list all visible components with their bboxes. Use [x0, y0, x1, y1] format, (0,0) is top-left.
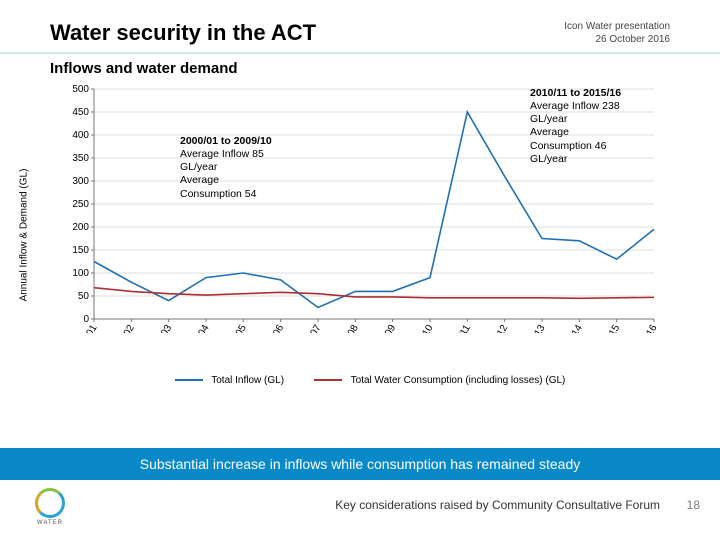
logo-text: WATER	[28, 520, 72, 526]
svg-text:2004/05: 2004/05	[221, 323, 249, 333]
annotation-line: GL/year	[180, 161, 310, 174]
svg-text:2007/08: 2007/08	[333, 323, 361, 333]
icon-water-logo: WATER	[28, 488, 72, 526]
annotation-line: GL/year	[530, 153, 670, 166]
svg-text:300: 300	[72, 176, 89, 187]
page-number: 18	[687, 498, 700, 512]
svg-text:2013/14: 2013/14	[557, 323, 585, 333]
legend-swatch-inflow	[175, 379, 203, 381]
annotation-line: Average	[180, 174, 310, 187]
svg-text:100: 100	[72, 268, 89, 279]
header: Water security in the ACT Icon Water pre…	[0, 0, 720, 54]
footer: Substantial increase in inflows while co…	[0, 448, 720, 480]
annotation-right: 2010/11 to 2015/16 Average Inflow 238 GL…	[530, 87, 670, 166]
svg-text:2006/07: 2006/07	[296, 323, 324, 333]
svg-text:2001/02: 2001/02	[109, 323, 137, 333]
annotation-line: Average Inflow 85	[180, 148, 310, 161]
presentation-meta: Icon Water presentation 26 October 2016	[564, 21, 670, 46]
svg-text:2005/06: 2005/06	[259, 323, 287, 333]
annotation-line: Consumption 46	[530, 140, 670, 153]
presenter: Icon Water presentation	[564, 21, 670, 34]
legend-label-consumption: Total Water Consumption (including losse…	[351, 375, 566, 386]
annotation-left-header: 2000/01 to 2009/10	[180, 135, 310, 148]
annotation-line: Average Inflow 238	[530, 100, 670, 113]
slide-root: Water security in the ACT Icon Water pre…	[0, 0, 720, 540]
svg-text:2008/09: 2008/09	[371, 323, 399, 333]
svg-text:50: 50	[78, 291, 90, 302]
svg-text:350: 350	[72, 153, 89, 164]
svg-text:2015/16: 2015/16	[632, 323, 660, 333]
annotation-line: GL/year	[530, 113, 670, 126]
svg-text:2012/13: 2012/13	[520, 323, 548, 333]
chart-legend: Total Inflow (GL) Total Water Consumptio…	[60, 375, 680, 386]
svg-text:0: 0	[83, 314, 89, 325]
chart-subtitle: Inflows and water demand	[0, 54, 720, 79]
y-axis-label: Annual Inflow & Demand (GL)	[19, 168, 30, 301]
svg-text:2009/10: 2009/10	[408, 323, 436, 333]
svg-text:150: 150	[72, 245, 89, 256]
svg-text:200: 200	[72, 222, 89, 233]
footer-small-title: Key considerations raised by Community C…	[335, 498, 660, 512]
svg-text:250: 250	[72, 199, 89, 210]
annotation-left: 2000/01 to 2009/10 Average Inflow 85 GL/…	[180, 135, 310, 201]
svg-text:2014/15: 2014/15	[595, 323, 623, 333]
svg-text:2011/12: 2011/12	[483, 323, 510, 333]
legend-item-consumption: Total Water Consumption (including losse…	[314, 375, 565, 386]
page-title: Water security in the ACT	[50, 20, 316, 46]
svg-text:2010/11: 2010/11	[446, 323, 473, 333]
legend-swatch-consumption	[314, 379, 342, 381]
svg-text:400: 400	[72, 130, 89, 141]
logo-ring-icon	[35, 488, 65, 518]
svg-text:500: 500	[72, 84, 89, 95]
svg-text:2002/03: 2002/03	[147, 323, 175, 333]
svg-text:450: 450	[72, 107, 89, 118]
svg-text:2003/04: 2003/04	[184, 323, 212, 333]
annotation-right-header: 2010/11 to 2015/16	[530, 87, 670, 100]
annotation-line: Average	[530, 126, 670, 139]
annotation-line: Consumption 54	[180, 188, 310, 201]
chart-container: Annual Inflow & Demand (GL) 050100150200…	[60, 83, 680, 386]
legend-item-inflow: Total Inflow (GL)	[175, 375, 284, 386]
legend-label-inflow: Total Inflow (GL)	[211, 375, 284, 386]
date: 26 October 2016	[564, 34, 670, 47]
footer-highlight-bar: Substantial increase in inflows while co…	[0, 448, 720, 480]
